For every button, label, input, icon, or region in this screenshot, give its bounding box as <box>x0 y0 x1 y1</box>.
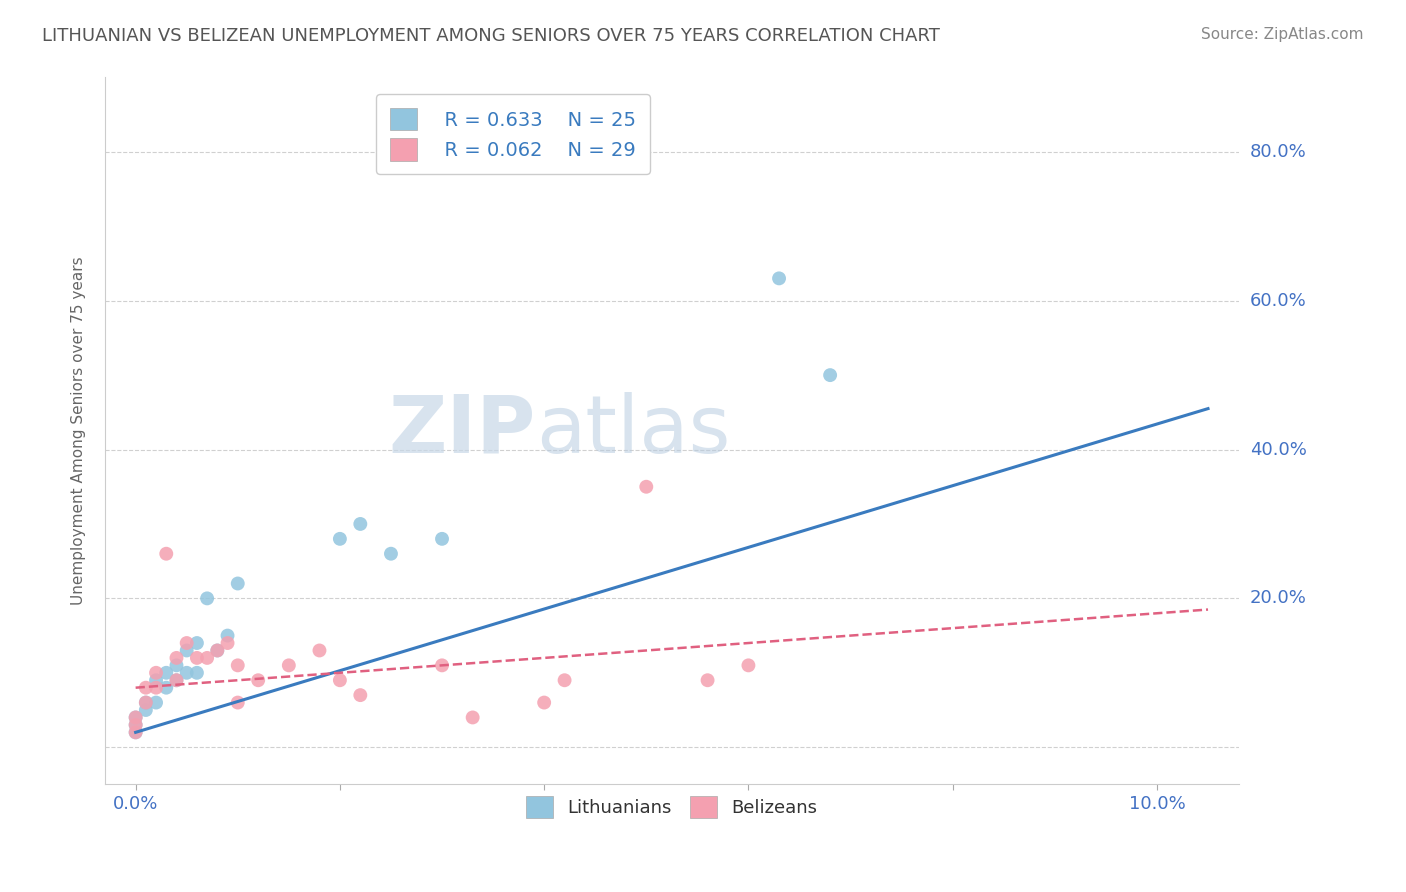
Point <box>176 665 198 680</box>
Point <box>124 725 146 739</box>
Point <box>207 643 229 657</box>
Point <box>247 673 270 688</box>
Point <box>461 710 484 724</box>
Point <box>145 673 167 688</box>
Point <box>124 725 146 739</box>
Point <box>145 681 167 695</box>
Legend: Lithuanians, Belizeans: Lithuanians, Belizeans <box>519 789 825 825</box>
Point <box>430 532 453 546</box>
Text: 40.0%: 40.0% <box>1250 441 1306 458</box>
Y-axis label: Unemployment Among Seniors over 75 years: Unemployment Among Seniors over 75 years <box>72 257 86 606</box>
Point <box>349 516 371 531</box>
Point <box>277 658 299 673</box>
Point <box>176 643 198 657</box>
Point <box>349 688 371 702</box>
Point <box>195 651 218 665</box>
Point <box>186 665 208 680</box>
Point <box>155 665 177 680</box>
Point <box>217 636 239 650</box>
Point <box>166 651 188 665</box>
Point <box>329 673 352 688</box>
Point <box>329 532 352 546</box>
Point <box>226 696 249 710</box>
Point <box>430 658 453 673</box>
Point <box>818 368 841 383</box>
Point <box>226 576 249 591</box>
Point <box>207 643 229 657</box>
Point <box>308 643 330 657</box>
Point <box>217 629 239 643</box>
Point <box>176 636 198 650</box>
Point <box>195 591 218 606</box>
Point <box>145 696 167 710</box>
Point <box>166 658 188 673</box>
Text: Source: ZipAtlas.com: Source: ZipAtlas.com <box>1201 27 1364 42</box>
Point <box>636 480 658 494</box>
Point <box>533 696 555 710</box>
Point <box>554 673 576 688</box>
Point <box>380 547 402 561</box>
Point <box>124 710 146 724</box>
Point <box>135 696 157 710</box>
Point <box>166 673 188 688</box>
Text: 80.0%: 80.0% <box>1250 143 1306 161</box>
Point <box>135 696 157 710</box>
Point <box>768 271 790 285</box>
Point <box>226 658 249 673</box>
Point <box>696 673 718 688</box>
Point <box>135 703 157 717</box>
Point <box>186 651 208 665</box>
Text: atlas: atlas <box>536 392 730 470</box>
Text: LITHUANIAN VS BELIZEAN UNEMPLOYMENT AMONG SENIORS OVER 75 YEARS CORRELATION CHAR: LITHUANIAN VS BELIZEAN UNEMPLOYMENT AMON… <box>42 27 941 45</box>
Text: 60.0%: 60.0% <box>1250 292 1306 310</box>
Text: 20.0%: 20.0% <box>1250 590 1306 607</box>
Point <box>145 665 167 680</box>
Point <box>166 673 188 688</box>
Point <box>124 710 146 724</box>
Point <box>135 681 157 695</box>
Point <box>155 681 177 695</box>
Point <box>737 658 759 673</box>
Point <box>186 636 208 650</box>
Point <box>124 718 146 732</box>
Text: ZIP: ZIP <box>388 392 536 470</box>
Point <box>124 718 146 732</box>
Point <box>155 547 177 561</box>
